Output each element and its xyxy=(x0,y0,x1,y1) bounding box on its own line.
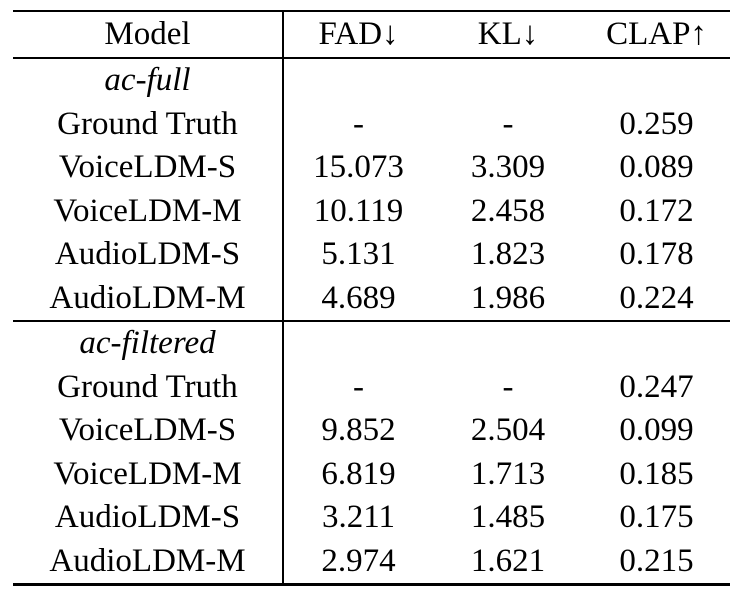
cell-model: VoiceLDM-M xyxy=(13,189,284,233)
cell-fad: - xyxy=(353,105,364,142)
cell-model: AudioLDM-M xyxy=(13,276,284,321)
cell-model: VoiceLDM-M xyxy=(13,452,284,496)
results-table: Model FAD↓ KL↓ CLAP↑ ac-full Ground Trut… xyxy=(13,10,730,586)
empty-cell xyxy=(433,320,583,366)
table-row: AudioLDM-M 2.974 1.621 0.215 xyxy=(13,539,730,585)
cell-kl: 1.621 xyxy=(470,542,546,579)
cell-model: AudioLDM-M xyxy=(13,539,284,585)
empty-cell xyxy=(283,58,433,103)
cell-clap: 0.178 xyxy=(619,236,694,273)
cell-clap: 0.185 xyxy=(619,455,694,492)
table-row: AudioLDM-S 5.131 1.823 0.178 xyxy=(13,233,730,277)
column-header-clap: CLAP↑ xyxy=(583,11,730,59)
cell-model: VoiceLDM-S xyxy=(13,146,284,190)
section-label: ac-full xyxy=(13,58,284,103)
cell-fad: 6.819 xyxy=(321,455,396,492)
table-row: Ground Truth - - 0.259 xyxy=(13,102,730,146)
cell-kl: 1.986 xyxy=(470,279,546,316)
section-label: ac-filtered xyxy=(13,320,284,366)
section-row-ac-full: ac-full xyxy=(13,58,730,103)
cell-model: Ground Truth xyxy=(13,102,284,146)
cell-clap: 0.215 xyxy=(619,542,694,579)
column-header-model: Model xyxy=(13,11,284,59)
cell-kl: 2.458 xyxy=(470,192,546,229)
column-header-kl: KL↓ xyxy=(433,11,583,59)
cell-kl: 1.823 xyxy=(470,236,546,273)
cell-clap: 0.175 xyxy=(619,499,694,536)
cell-clap: 0.247 xyxy=(619,368,694,405)
cell-kl: 3.309 xyxy=(470,149,546,186)
cell-clap: 0.224 xyxy=(619,279,694,316)
cell-clap: 0.259 xyxy=(619,105,694,142)
cell-kl: - xyxy=(502,105,514,142)
empty-cell xyxy=(583,320,730,366)
cell-kl: 1.485 xyxy=(470,499,546,536)
cell-fad: - xyxy=(353,368,364,405)
cell-fad: 15.073 xyxy=(313,149,404,186)
cell-fad: 9.852 xyxy=(321,412,396,449)
cell-clap: 0.089 xyxy=(619,149,694,186)
cell-fad: 10.119 xyxy=(313,192,404,229)
table-row: VoiceLDM-S 9.852 2.504 0.099 xyxy=(13,409,730,453)
table-row: AudioLDM-M 4.689 1.986 0.224 xyxy=(13,276,730,321)
cell-model: VoiceLDM-S xyxy=(13,409,284,453)
cell-fad: 2.974 xyxy=(321,542,396,579)
empty-cell xyxy=(583,58,730,103)
cell-fad: 4.689 xyxy=(321,279,396,316)
cell-kl: 2.504 xyxy=(470,412,546,449)
section-row-ac-filtered: ac-filtered xyxy=(13,320,730,366)
cell-kl: - xyxy=(502,368,514,405)
cell-fad: 5.131 xyxy=(321,236,396,273)
cell-model: Ground Truth xyxy=(13,365,284,409)
table-row: VoiceLDM-M 10.119 2.458 0.172 xyxy=(13,189,730,233)
table-row: VoiceLDM-M 6.819 1.713 0.185 xyxy=(13,452,730,496)
paper-results-table-container: Model FAD↓ KL↓ CLAP↑ ac-full Ground Trut… xyxy=(13,10,730,586)
table-row: AudioLDM-S 3.211 1.485 0.175 xyxy=(13,496,730,540)
column-header-fad: FAD↓ xyxy=(283,11,433,59)
table-row: VoiceLDM-S 15.073 3.309 0.089 xyxy=(13,146,730,190)
cell-kl: 1.713 xyxy=(470,455,546,492)
table-row: Ground Truth - - 0.247 xyxy=(13,365,730,409)
empty-cell xyxy=(283,320,433,366)
cell-clap: 0.172 xyxy=(619,192,694,229)
header-row: Model FAD↓ KL↓ CLAP↑ xyxy=(13,11,730,59)
cell-fad: 3.211 xyxy=(321,499,396,536)
cell-model: AudioLDM-S xyxy=(13,496,284,540)
cell-clap: 0.099 xyxy=(619,412,694,449)
empty-cell xyxy=(433,58,583,103)
cell-model: AudioLDM-S xyxy=(13,233,284,277)
